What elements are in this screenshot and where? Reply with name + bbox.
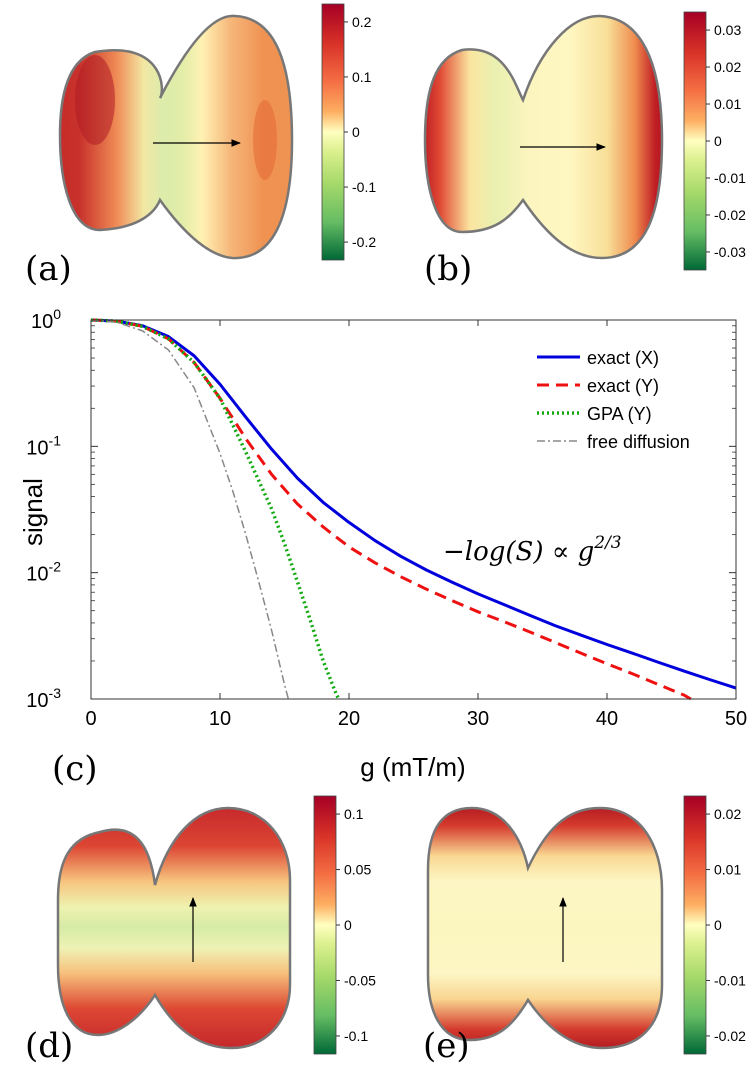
y-tick-base: 10 — [31, 311, 53, 333]
colorbar-tick-label: 0 — [352, 124, 360, 140]
scaling-annotation-base: −log(S) ∝ g — [443, 537, 594, 567]
panel-c-label: (c) — [52, 749, 98, 789]
scaling-annotation-exponent: 2/3 — [593, 533, 621, 553]
colorbar-tick-label: 0.02 — [714, 806, 741, 822]
y-tick-base: 10 — [26, 437, 48, 459]
colorbar-tick-label: 0 — [714, 133, 722, 149]
panel-a-colorbar-ticks: 0.2 0.1 0 -0.1 -0.2 — [344, 14, 376, 250]
panel-b-label: (b) — [424, 249, 472, 289]
legend-label-exact-y: exact (Y) — [587, 376, 659, 396]
panel-e-field — [428, 808, 662, 1048]
x-tick-label: 50 — [725, 708, 747, 730]
panel-b: (b) 0.03 0.02 0.01 0 -0.01 -0.02 -0.03 — [423, 11, 746, 289]
series-line-free-diffusion — [90, 319, 290, 700]
x-tick-label: 10 — [209, 708, 231, 730]
y-tick-exponent: 0 — [53, 306, 61, 322]
colorbar-tick-label: 0.05 — [344, 862, 371, 878]
legend-label-exact-x: exact (X) — [587, 348, 659, 368]
panel-e-label: (e) — [423, 1026, 470, 1066]
colorbar-tick-label: 0.01 — [714, 96, 741, 112]
y-tick-base: 10 — [26, 564, 48, 586]
panel-e-shape-outline — [426, 806, 664, 1050]
colorbar-tick-label: -0.01 — [714, 972, 746, 988]
y-tick-label: 10-1 — [26, 432, 61, 459]
panel-e: (e) 0.02 0.01 0 -0.01 -0.02 — [423, 795, 746, 1066]
panel-b-colorbar — [683, 11, 707, 271]
y-tick-label: 10-3 — [26, 685, 61, 712]
x-tick-label: 40 — [596, 708, 618, 730]
y-tick-exponent: -3 — [49, 685, 62, 701]
panel-a-colorbar — [321, 3, 345, 261]
y-axis-label: signal — [18, 478, 48, 546]
series-line-exact-x — [90, 318, 737, 690]
colorbar-tick-label: -0.05 — [344, 972, 376, 988]
panel-e-colorbar — [683, 795, 707, 1055]
legend: exact (X) exact (Y) GPA (Y) free diffusi… — [537, 348, 690, 452]
colorbar-tick-label: -0.02 — [714, 207, 746, 223]
panel-a-shape-outline — [58, 14, 294, 260]
panel-b-colorbar-ticks: 0.03 0.02 0.01 0 -0.01 -0.02 -0.03 — [706, 22, 746, 260]
scaling-annotation: −log(S) ∝ g2/3 — [443, 533, 622, 567]
panel-b-shape-outline — [423, 14, 664, 260]
colorbar-tick-label: 0.2 — [352, 14, 372, 30]
panel-d: (d) 0.1 0.05 0 -0.05 -0.1 — [25, 795, 376, 1066]
y-tick-base: 10 — [26, 690, 48, 712]
colorbar-tick-label: 0.1 — [352, 69, 372, 85]
series-lines — [90, 318, 737, 701]
colorbar-tick-label: -0.03 — [714, 244, 746, 260]
legend-label-free-diffusion: free diffusion — [587, 432, 690, 452]
plot-area — [90, 319, 737, 700]
panel-a-label: (a) — [25, 249, 72, 289]
colorbar-tick-label: -0.02 — [714, 1028, 746, 1044]
legend-label-gpa-y: GPA (Y) — [587, 404, 652, 424]
panel-e-colorbar-ticks: 0.02 0.01 0 -0.01 -0.02 — [706, 806, 746, 1044]
y-tick-exponent: -1 — [49, 432, 62, 448]
colorbar-tick-label: 0.1 — [344, 806, 364, 822]
plot-frame — [90, 319, 737, 700]
y-tick-label: 10-2 — [26, 559, 61, 586]
colorbar-tick-label: -0.2 — [352, 234, 376, 250]
colorbar-tick-label: 0.02 — [714, 59, 741, 75]
x-tick-label: 20 — [338, 708, 360, 730]
x-tick-label: 30 — [467, 708, 489, 730]
colorbar-tick-label: -0.01 — [714, 170, 746, 186]
panel-a: (a) 0.2 0.1 0 -0.1 -0.2 — [25, 3, 376, 289]
panel-d-label: (d) — [25, 1026, 73, 1066]
colorbar-tick-label: -0.1 — [344, 1028, 368, 1044]
colorbar-tick-label: 0.01 — [714, 862, 741, 878]
panel-d-colorbar-ticks: 0.1 0.05 0 -0.05 -0.1 — [336, 806, 376, 1044]
series-line-gpa-y — [90, 318, 341, 700]
panel-d-colorbar — [313, 795, 337, 1055]
y-tick-label: 100 — [31, 306, 61, 333]
x-axis-label: g (mT/m) — [360, 752, 465, 782]
colorbar-tick-label: 0.03 — [714, 22, 741, 38]
x-tick-label: 0 — [85, 708, 96, 730]
y-tick-exponent: -2 — [49, 559, 62, 575]
panel-d-shape-outline — [56, 806, 292, 1050]
colorbar-tick-label: -0.1 — [352, 179, 376, 195]
panel-d-field — [58, 808, 290, 1048]
colorbar-tick-label: 0 — [344, 917, 352, 933]
panel-a-field — [60, 15, 292, 259]
colorbar-tick-label: 0 — [714, 917, 722, 933]
